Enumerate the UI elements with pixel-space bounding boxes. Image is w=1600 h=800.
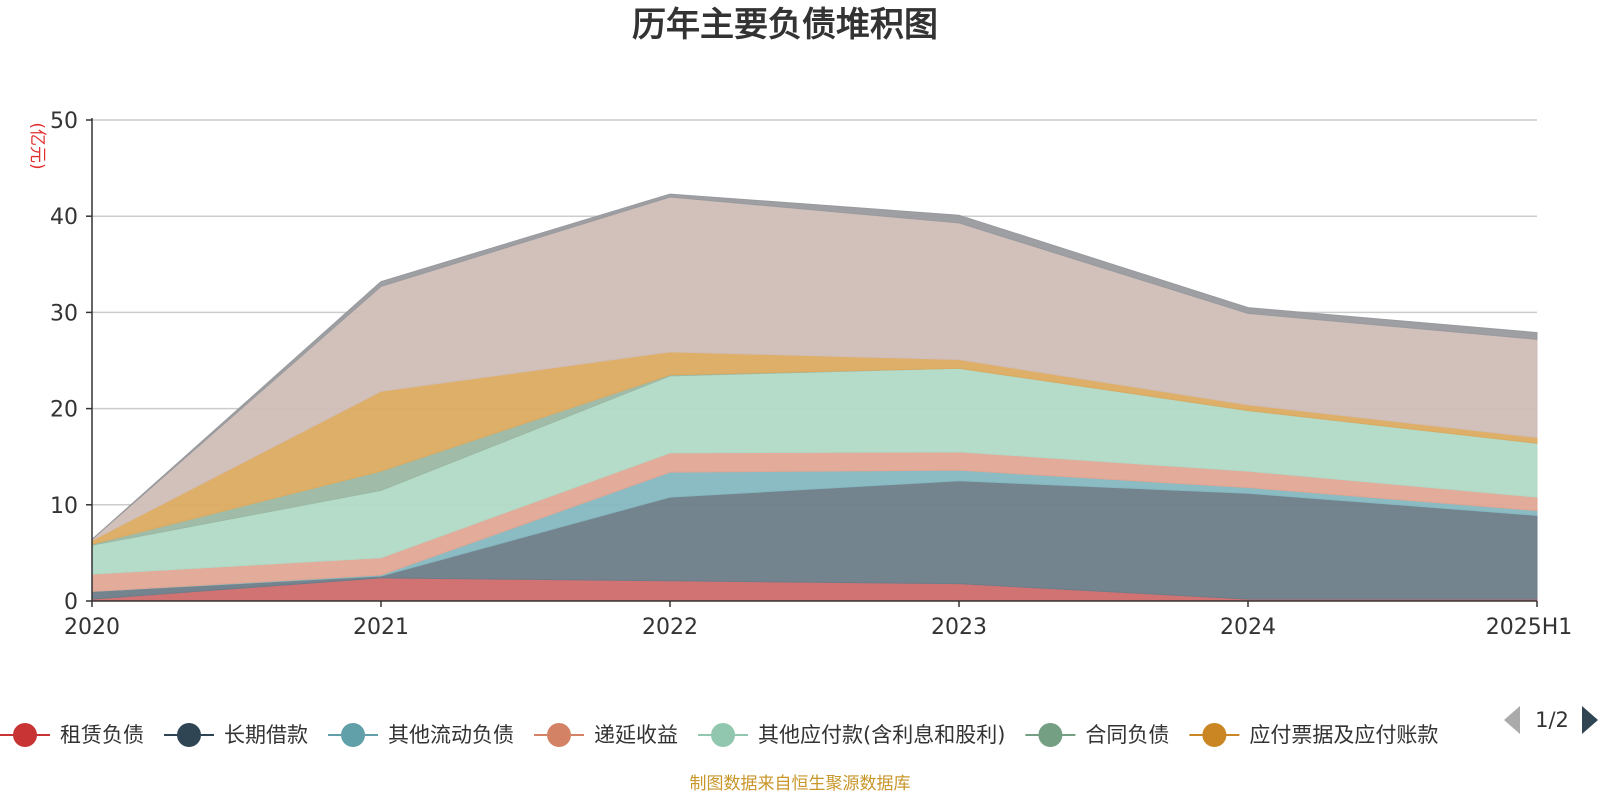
legend-next-icon[interactable] xyxy=(1582,706,1598,734)
y-tick-label: 0 xyxy=(64,590,78,615)
x-tick-label: 2020 xyxy=(64,615,120,640)
legend-marker-icon xyxy=(1202,723,1227,747)
y-axis-unit: (亿元) xyxy=(27,122,47,169)
area-series xyxy=(91,193,1538,602)
legend-label: 租赁负债 xyxy=(60,723,144,747)
legend-pager: 1/2 xyxy=(1504,706,1598,734)
legend-marker-icon xyxy=(13,723,37,747)
legend-item[interactable]: 其他流动负债 xyxy=(328,723,514,747)
legend-item[interactable]: 应付票据及应付账款 xyxy=(1189,723,1438,747)
legend-label: 递延收益 xyxy=(594,723,678,747)
area-series-8 xyxy=(91,193,1538,540)
legend-marker-icon xyxy=(341,723,365,747)
chart-title: 历年主要负债堆积图 xyxy=(632,5,938,45)
legend-marker-icon xyxy=(1038,723,1063,747)
x-tick-label: 2021 xyxy=(353,615,409,640)
x-tick-label: 2025H1 xyxy=(1486,615,1573,640)
legend-marker-icon xyxy=(711,723,735,747)
legend-item[interactable]: 递延收益 xyxy=(534,723,678,747)
y-tick-label: 50 xyxy=(50,109,78,134)
legend-label: 长期借款 xyxy=(224,723,308,747)
y-tick-label: 10 xyxy=(50,494,78,519)
source-note: 制图数据来自恒生聚源数据库 xyxy=(690,774,911,794)
legend: 租赁负债 长期借款 其他流动负债 递延收益 其他应付款(含利息和股利) 合同负债 应付票据及… xyxy=(0,723,1438,747)
legend-label: 合同负债 xyxy=(1085,723,1169,747)
y-tick-label: 40 xyxy=(50,205,78,230)
legend-prev-icon[interactable] xyxy=(1504,706,1520,734)
y-tick-label: 20 xyxy=(50,398,78,423)
legend-item[interactable]: 长期借款 xyxy=(164,723,308,747)
legend-item[interactable]: 租赁负债 xyxy=(0,723,144,747)
legend-item[interactable]: 其他应付款(含利息和股利) xyxy=(698,723,1005,747)
legend-label: 其他流动负债 xyxy=(388,723,514,747)
legend-item[interactable]: 合同负债 xyxy=(1025,723,1169,747)
legend-marker-icon xyxy=(547,723,571,747)
legend-page-indicator: 1/2 xyxy=(1535,708,1569,732)
x-tick-label: 2022 xyxy=(642,615,698,640)
y-tick-label: 30 xyxy=(50,301,78,326)
legend-label: 其他应付款(含利息和股利) xyxy=(758,723,1005,747)
axes: 0 10 20 30 40 50 2020 2021 2022 2023 2024 2025H1 xyxy=(50,109,1572,640)
x-tick-label: 2024 xyxy=(1220,615,1276,640)
legend-label: 应付票据及应付账款 xyxy=(1249,723,1438,747)
x-tick-label: 2023 xyxy=(931,615,987,640)
legend-marker-icon xyxy=(177,723,201,747)
